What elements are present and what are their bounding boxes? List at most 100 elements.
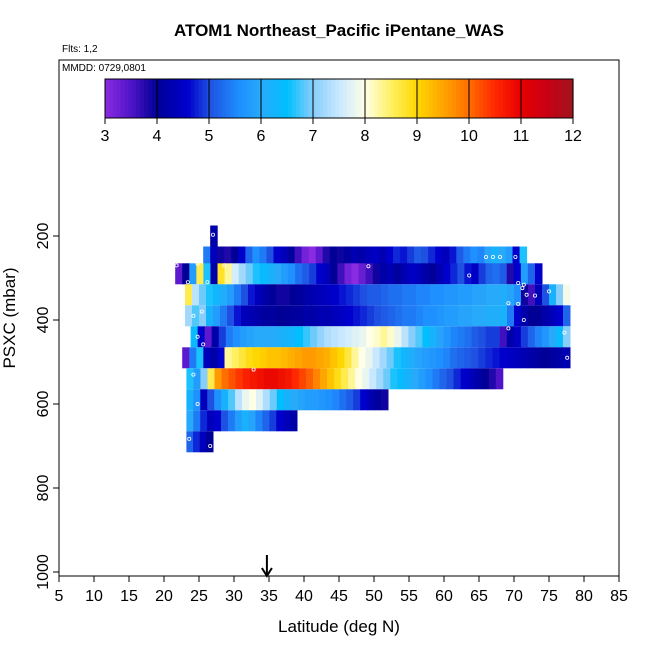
heatmap-cell	[478, 347, 486, 369]
heatmap-cell	[395, 305, 403, 327]
colorbar-cell	[268, 79, 274, 118]
heatmap-cell	[221, 389, 229, 411]
colorbar-cell	[229, 79, 235, 118]
heatmap-cell	[192, 284, 200, 306]
heatmap-cell	[337, 263, 345, 285]
heatmap-cell	[234, 284, 242, 306]
sample-point	[205, 280, 210, 285]
heatmap-cell	[528, 305, 536, 327]
colorbar-cell	[136, 79, 141, 118]
heatmap-cell	[409, 305, 417, 327]
heatmap-cell	[315, 246, 324, 268]
heatmap-cell	[308, 246, 317, 268]
heatmap-cell	[200, 410, 208, 432]
heatmap-cell	[336, 246, 345, 268]
sample-point	[483, 254, 488, 259]
heatmap-cell	[514, 284, 522, 306]
sample-point	[497, 254, 502, 259]
heatmap-cell	[429, 326, 438, 348]
colorbar-cell	[140, 79, 145, 118]
y-axis-label: PSXC (mbar)	[0, 267, 19, 368]
heatmap-cell	[562, 347, 571, 369]
sample-point	[191, 313, 196, 318]
heatmap-cell	[360, 389, 368, 411]
heatmap-cell	[534, 347, 543, 369]
heatmap-cell	[248, 284, 256, 306]
heatmap-cell	[190, 326, 199, 348]
colorbar-cell	[389, 79, 395, 118]
heatmap-cell	[422, 326, 430, 348]
heatmap-cell	[428, 347, 437, 369]
heatmap-cell	[203, 347, 211, 369]
heatmap-cell	[311, 305, 319, 327]
colorbar-cell	[311, 79, 317, 118]
heatmap-cell	[217, 246, 225, 268]
heatmap-cell	[269, 305, 277, 327]
heatmap-cell	[291, 368, 300, 390]
colorbar: 3 4 5 6 7 8 9 10 11 12	[101, 78, 582, 145]
heatmap-cell	[367, 284, 375, 306]
heatmap-cell	[493, 284, 501, 306]
heatmap-cell	[397, 368, 405, 390]
heatmap-cell	[535, 284, 543, 306]
colorbar-cell	[374, 79, 379, 118]
heatmap-cell	[207, 368, 216, 390]
heatmap-cell	[528, 284, 536, 306]
heatmap-cell	[312, 368, 321, 390]
heatmap-cell	[346, 389, 354, 411]
heatmap-cell	[199, 305, 207, 327]
x-tick-label: 75	[540, 588, 558, 605]
colorbar-cell	[417, 79, 422, 118]
heatmap-cell	[248, 305, 256, 327]
heatmap-cell	[484, 246, 492, 268]
heatmap-cell	[303, 326, 311, 348]
heatmap-cell	[245, 246, 253, 268]
heatmap-cell	[562, 326, 571, 348]
heatmap-cell	[346, 284, 354, 306]
heatmap-cell	[267, 326, 276, 348]
heatmap-cell	[418, 368, 426, 390]
sample-point	[490, 254, 495, 259]
heatmap-cell	[276, 305, 284, 327]
heatmap-cell	[220, 305, 228, 327]
colorbar-cell	[296, 79, 301, 118]
heatmap-cell	[478, 263, 487, 285]
heatmap-cell	[242, 389, 250, 411]
heatmap-cell	[262, 410, 270, 432]
x-tick-label: 70	[505, 588, 523, 605]
heatmap-cell	[376, 368, 384, 390]
heatmap-cell	[213, 305, 221, 327]
heatmap-cell	[457, 326, 466, 348]
colorbar-cell	[331, 79, 336, 118]
heatmap-cell	[309, 347, 317, 369]
sample-point	[195, 261, 200, 266]
heatmap-cell	[542, 305, 550, 327]
heatmap-cell	[450, 326, 459, 348]
x-tick-label: 50	[365, 588, 383, 605]
heatmap-cell	[206, 431, 214, 453]
colorbar-cell	[132, 79, 137, 118]
colorbar-cell	[124, 79, 129, 118]
colorbar-cell	[116, 79, 122, 118]
heatmap-cell	[199, 284, 207, 306]
heatmap-cell	[339, 389, 347, 411]
heatmap-cell	[200, 389, 208, 411]
heatmap-cell	[442, 246, 450, 268]
sample-point	[521, 317, 526, 322]
heatmap-cell	[353, 389, 361, 411]
heatmap-cell	[245, 347, 254, 369]
heatmap-cell	[381, 284, 389, 306]
heatmap-cell	[360, 284, 368, 306]
heatmap-cell	[329, 246, 338, 268]
heatmap-cell	[302, 263, 310, 285]
heatmap-cell	[255, 305, 263, 327]
heatmap-cell	[248, 389, 257, 411]
heatmap-cell	[436, 263, 444, 285]
heatmap-cell	[457, 263, 465, 285]
heatmap-cell	[437, 284, 445, 306]
sample-point	[191, 372, 196, 377]
heatmap-cell	[374, 284, 382, 306]
heatmap-cell	[325, 389, 333, 411]
colorbar-cell	[327, 79, 332, 118]
heatmap-cell	[249, 368, 258, 390]
